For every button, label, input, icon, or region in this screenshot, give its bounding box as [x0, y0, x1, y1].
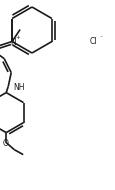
- Text: O: O: [2, 139, 8, 148]
- Text: ⁻: ⁻: [99, 36, 102, 41]
- Text: N: N: [10, 38, 16, 47]
- Text: Cl: Cl: [89, 37, 97, 47]
- Text: +: +: [15, 35, 20, 40]
- Text: NH: NH: [13, 83, 24, 92]
